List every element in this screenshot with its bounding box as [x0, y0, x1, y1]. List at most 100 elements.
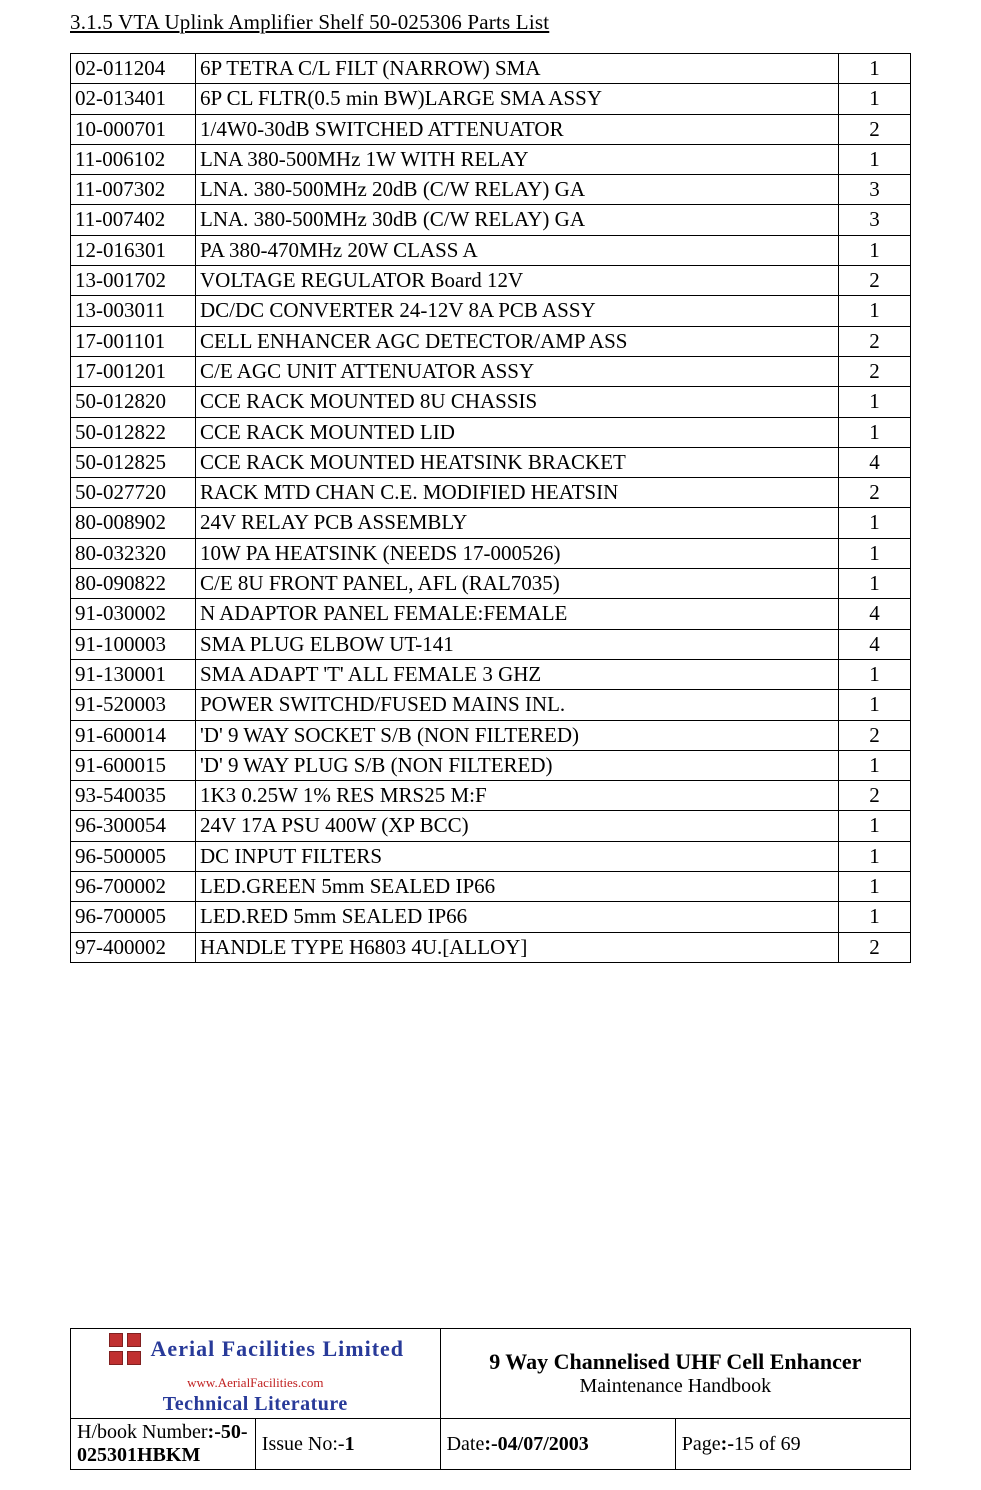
issue-value: 1 — [345, 1433, 355, 1455]
part-qty: 1 — [839, 417, 911, 447]
part-qty: 2 — [839, 932, 911, 962]
part-number: 17-001101 — [71, 326, 196, 356]
table-row: 80-00890224V RELAY PCB ASSEMBLY1 — [71, 508, 911, 538]
parts-table: 02-0112046P TETRA C/L FILT (NARROW) SMA1… — [70, 53, 911, 963]
part-description: LED.GREEN 5mm SEALED IP66 — [196, 872, 839, 902]
table-row: 91-600014'D' 9 WAY SOCKET S/B (NON FILTE… — [71, 720, 911, 750]
part-number: 10-000701 — [71, 114, 196, 144]
part-description: 6P CL FLTR(0.5 min BW)LARGE SMA ASSY — [196, 84, 839, 114]
part-description: 1/4W0-30dB SWITCHED ATTENUATOR — [196, 114, 839, 144]
part-number: 02-013401 — [71, 84, 196, 114]
part-description: VOLTAGE REGULATOR Board 12V — [196, 266, 839, 296]
part-number: 91-600014 — [71, 720, 196, 750]
part-qty: 4 — [839, 629, 911, 659]
part-qty: 1 — [839, 690, 911, 720]
table-row: 50-012825CCE RACK MOUNTED HEATSINK BRACK… — [71, 447, 911, 477]
table-row: 80-03232010W PA HEATSINK (NEEDS 17-00052… — [71, 538, 911, 568]
part-number: 80-032320 — [71, 538, 196, 568]
table-row: 17-001201C/E AGC UNIT ATTENUATOR ASSY2 — [71, 356, 911, 386]
part-description: CCE RACK MOUNTED HEATSINK BRACKET — [196, 447, 839, 477]
part-number: 11-007302 — [71, 175, 196, 205]
part-qty: 2 — [839, 326, 911, 356]
part-description: 24V RELAY PCB ASSEMBLY — [196, 508, 839, 538]
part-description: N ADAPTOR PANEL FEMALE:FEMALE — [196, 599, 839, 629]
part-number: 96-500005 — [71, 841, 196, 871]
part-number: 50-012822 — [71, 417, 196, 447]
part-qty: 2 — [839, 781, 911, 811]
page-of: of 69 — [754, 1433, 801, 1455]
part-qty: 1 — [839, 54, 911, 84]
part-description: DC/DC CONVERTER 24-12V 8A PCB ASSY — [196, 296, 839, 326]
table-row: 11-007302LNA. 380-500MHz 20dB (C/W RELAY… — [71, 175, 911, 205]
brand-name: Aerial Facilities Limited — [151, 1336, 405, 1362]
part-description: PA 380-470MHz 20W CLASS A — [196, 235, 839, 265]
table-row: 13-001702VOLTAGE REGULATOR Board 12V2 — [71, 266, 911, 296]
part-description: CCE RACK MOUNTED LID — [196, 417, 839, 447]
hbook-cell: H/book Number:-50-025301HBKM — [71, 1419, 256, 1470]
part-number: 93-540035 — [71, 781, 196, 811]
part-description: LNA 380-500MHz 1W WITH RELAY — [196, 144, 839, 174]
doc-subtitle: Maintenance Handbook — [447, 1375, 904, 1398]
part-number: 50-012825 — [71, 447, 196, 477]
table-row: 50-027720RACK MTD CHAN C.E. MODIFIED HEA… — [71, 478, 911, 508]
footer: Aerial Facilities Limited www.AerialFaci… — [70, 1328, 911, 1470]
part-number: 96-300054 — [71, 811, 196, 841]
part-number: 13-003011 — [71, 296, 196, 326]
part-number: 91-030002 — [71, 599, 196, 629]
doc-title: 9 Way Channelised UHF Cell Enhancer — [447, 1349, 904, 1375]
part-description: LED.RED 5mm SEALED IP66 — [196, 902, 839, 932]
part-qty: 1 — [839, 538, 911, 568]
brand-subtitle: Technical Literature — [77, 1393, 434, 1416]
table-row: 96-500005DC INPUT FILTERS1 — [71, 841, 911, 871]
part-qty: 1 — [839, 750, 911, 780]
part-number: 91-130001 — [71, 659, 196, 689]
table-row: 96-700002LED.GREEN 5mm SEALED IP661 — [71, 872, 911, 902]
page-prefix: :- — [721, 1433, 734, 1455]
part-qty: 2 — [839, 356, 911, 386]
part-description: 6P TETRA C/L FILT (NARROW) SMA — [196, 54, 839, 84]
part-number: 50-027720 — [71, 478, 196, 508]
brand-cell: Aerial Facilities Limited www.AerialFaci… — [71, 1329, 441, 1419]
part-description: 'D' 9 WAY PLUG S/B (NON FILTERED) — [196, 750, 839, 780]
part-description: HANDLE TYPE H6803 4U.[ALLOY] — [196, 932, 839, 962]
table-row: 80-090822C/E 8U FRONT PANEL, AFL (RAL703… — [71, 569, 911, 599]
part-qty: 1 — [839, 569, 911, 599]
part-number: 96-700002 — [71, 872, 196, 902]
part-number: 96-700005 — [71, 902, 196, 932]
table-row: 12-016301PA 380-470MHz 20W CLASS A1 — [71, 235, 911, 265]
part-number: 91-600015 — [71, 750, 196, 780]
brand-url: www.AerialFacilities.com — [77, 1375, 434, 1391]
part-number: 50-012820 — [71, 387, 196, 417]
table-row: 10-0007011/4W0-30dB SWITCHED ATTENUATOR2 — [71, 114, 911, 144]
section-title: 3.1.5 VTA Uplink Amplifier Shelf 50-0253… — [70, 10, 911, 35]
table-row: 96-30005424V 17A PSU 400W (XP BCC)1 — [71, 811, 911, 841]
part-description: 1K3 0.25W 1% RES MRS25 M:F — [196, 781, 839, 811]
date-label: Date — [447, 1433, 485, 1455]
part-description: 24V 17A PSU 400W (XP BCC) — [196, 811, 839, 841]
page-label: Page — [682, 1433, 721, 1455]
part-qty: 1 — [839, 811, 911, 841]
part-qty: 2 — [839, 114, 911, 144]
part-qty: 2 — [839, 478, 911, 508]
table-row: 91-100003SMA PLUG ELBOW UT-1414 — [71, 629, 911, 659]
part-qty: 3 — [839, 175, 911, 205]
part-qty: 4 — [839, 599, 911, 629]
part-number: 11-007402 — [71, 205, 196, 235]
part-number: 02-011204 — [71, 54, 196, 84]
doc-title-cell: 9 Way Channelised UHF Cell Enhancer Main… — [440, 1329, 910, 1419]
part-number: 17-001201 — [71, 356, 196, 386]
issue-cell: Issue No:-1 — [255, 1419, 440, 1470]
part-description: SMA PLUG ELBOW UT-141 — [196, 629, 839, 659]
part-number: 11-006102 — [71, 144, 196, 174]
part-description: LNA. 380-500MHz 20dB (C/W RELAY) GA — [196, 175, 839, 205]
table-row: 02-0134016P CL FLTR(0.5 min BW)LARGE SMA… — [71, 84, 911, 114]
part-qty: 1 — [839, 508, 911, 538]
part-qty: 1 — [839, 235, 911, 265]
part-description: SMA ADAPT 'T' ALL FEMALE 3 GHZ — [196, 659, 839, 689]
part-qty: 1 — [839, 659, 911, 689]
brand-logo-icon — [107, 1331, 143, 1367]
date-value: :-04/07/2003 — [484, 1433, 588, 1455]
part-description: POWER SWITCHD/FUSED MAINS INL. — [196, 690, 839, 720]
part-number: 97-400002 — [71, 932, 196, 962]
table-row: 97-400002HANDLE TYPE H6803 4U.[ALLOY]2 — [71, 932, 911, 962]
